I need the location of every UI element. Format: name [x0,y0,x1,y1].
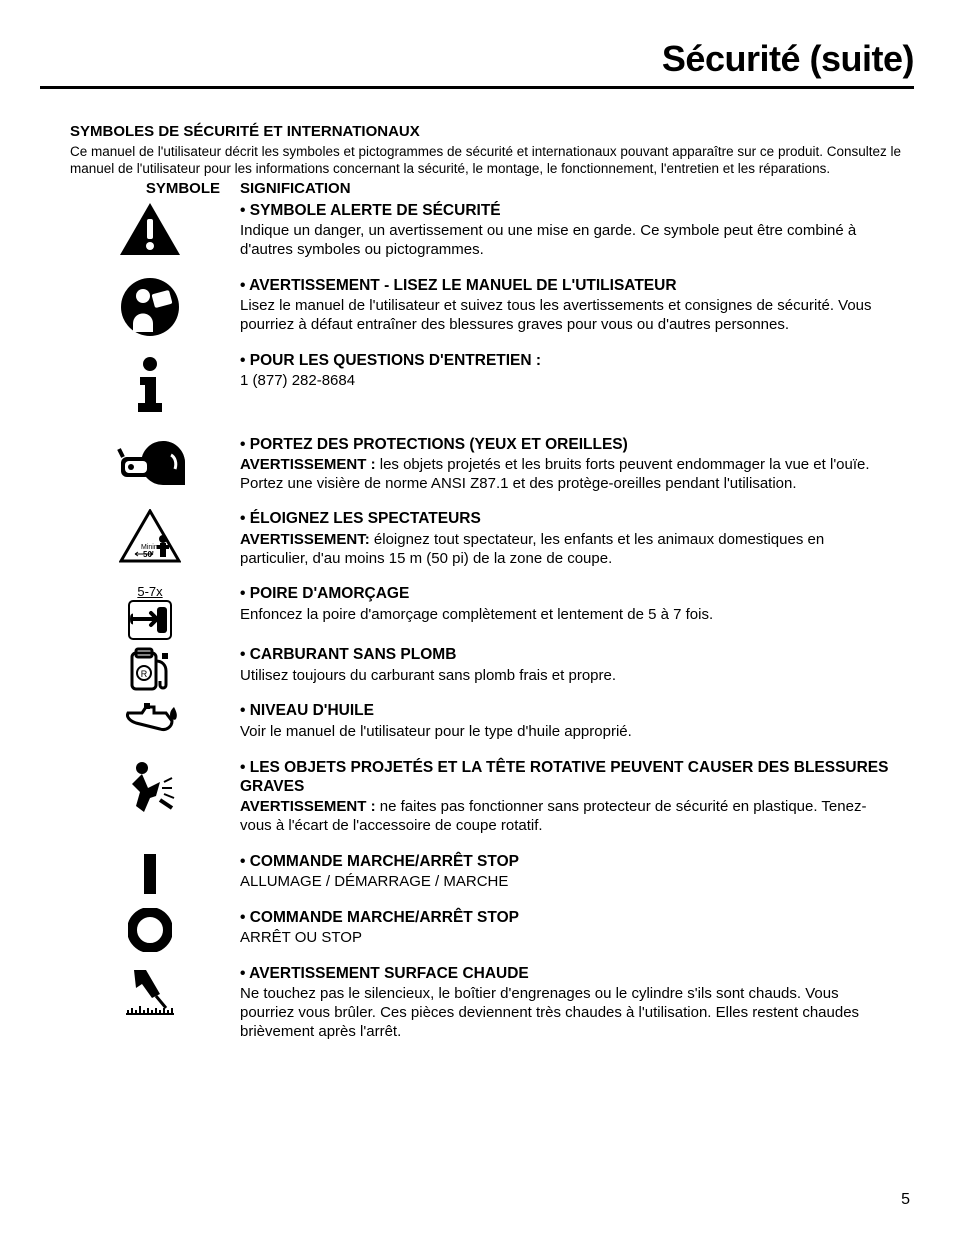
item-body: Indique un danger, un avertissement ou u… [240,222,894,260]
unleaded-fuel-icon: R [70,645,240,695]
item-body: AVERTISSEMENT : ne faites pas fonctionne… [240,798,894,836]
row-fuel: R • CARBURANT SANS PLOMB Utilisez toujou… [70,645,914,697]
section-heading: SYMBOLES DE SÉCURITÉ ET INTERNATIONAUX [70,123,914,140]
row-read-manual: • AVERTISSEMENT - LISEZ LE MANUEL DE L'U… [70,276,914,347]
row-text: • CARBURANT SANS PLOMB Utilisez toujours… [240,645,914,697]
row-switch-on: • COMMANDE MARCHE/ARRÊT STOP ALLUMAGE / … [70,852,914,904]
col-symbol-header: SYMBOLE [70,180,240,197]
col-signification-header: SIGNIFICATION [240,180,351,197]
row-text: • PORTEZ DES PROTECTIONS (YEUX ET OREILL… [240,435,914,506]
item-title: • AVERTISSEMENT SURFACE CHAUDE [240,964,894,983]
row-text: • POUR LES QUESTIONS D'ENTRETIEN : 1 (87… [240,351,914,403]
row-text: • LES OBJETS PROJETÉS ET LA TÊTE ROTATIV… [240,758,914,848]
item-body: 1 (877) 282-8684 [240,372,894,391]
item-title: • LES OBJETS PROJETÉS ET LA TÊTE ROTATIV… [240,758,894,797]
bystanders-away-icon: Minimum 50' [70,509,240,563]
item-title: • PORTEZ DES PROTECTIONS (YEUX ET OREILL… [240,435,894,454]
row-protection: • PORTEZ DES PROTECTIONS (YEUX ET OREILL… [70,435,914,506]
primer-label: 5-7x [137,584,162,599]
item-title: • COMMANDE MARCHE/ARRÊT STOP [240,908,894,927]
oil-level-icon [70,701,240,751]
item-title: • AVERTISSEMENT - LISEZ LE MANUEL DE L'U… [240,276,894,295]
intro-text: Ce manuel de l'utilisateur décrit les sy… [70,144,914,178]
item-title: • NIVEAU D'HUILE [240,701,894,720]
row-text: • ÉLOIGNEZ LES SPECTATEURS AVERTISSEMENT… [240,509,914,580]
page-number: 5 [901,1191,910,1209]
item-body: Utilisez toujours du carburant sans plom… [240,667,894,686]
item-title: • ÉLOIGNEZ LES SPECTATEURS [240,509,894,528]
item-body: Enfoncez la poire d'amorçage complètemen… [240,606,894,625]
thrown-objects-icon [70,758,240,814]
row-maintenance: • POUR LES QUESTIONS D'ENTRETIEN : 1 (87… [70,351,914,413]
row-hot-surface: • AVERTISSEMENT SURFACE CHAUDE Ne touche… [70,964,914,1054]
item-body: Voir le manuel de l'utilisateur pour le … [240,723,894,742]
row-safety-alert: • SYMBOLE ALERTE DE SÉCURITÉ Indique un … [70,201,914,272]
switch-off-icon [70,908,240,958]
info-icon [70,351,240,413]
row-switch-off: • COMMANDE MARCHE/ARRÊT STOP ARRÊT OU ST… [70,908,914,960]
item-body: Lisez le manuel de l'utilisateur et suiv… [240,297,894,335]
item-body: AVERTISSEMENT: éloignez tout spectateur,… [240,531,894,569]
switch-on-icon [70,852,240,902]
item-body: Ne touchez pas le silencieux, le boîtier… [240,985,894,1041]
row-thrown-objects: • LES OBJETS PROJETÉS ET LA TÊTE ROTATIV… [70,758,914,848]
warning-label: AVERTISSEMENT: [240,531,370,548]
row-text: • COMMANDE MARCHE/ARRÊT STOP ARRÊT OU ST… [240,908,914,960]
row-text: • AVERTISSEMENT - LISEZ LE MANUEL DE L'U… [240,276,914,347]
primer-bulb-icon: 5-7x [70,584,240,641]
eye-ear-protection-icon [70,435,240,493]
read-manual-icon [70,276,240,338]
row-text: • POIRE D'AMORÇAGE Enfoncez la poire d'a… [240,584,914,636]
safety-alert-icon [70,201,240,257]
item-title: • CARBURANT SANS PLOMB [240,645,894,664]
item-title: • POIRE D'AMORÇAGE [240,584,894,603]
item-title: • POUR LES QUESTIONS D'ENTRETIEN : [240,351,894,370]
svg-text:R: R [141,669,148,679]
item-body: ALLUMAGE / DÉMARRAGE / MARCHE [240,873,894,892]
row-text: • NIVEAU D'HUILE Voir le manuel de l'uti… [240,701,914,753]
warning-label: AVERTISSEMENT : [240,456,376,473]
row-text: • AVERTISSEMENT SURFACE CHAUDE Ne touche… [240,964,914,1054]
page-title: Sécurité (suite) [40,38,914,89]
row-text: • COMMANDE MARCHE/ARRÊT STOP ALLUMAGE / … [240,852,914,904]
row-oil: • NIVEAU D'HUILE Voir le manuel de l'uti… [70,701,914,753]
item-title: • COMMANDE MARCHE/ARRÊT STOP [240,852,894,871]
item-body: AVERTISSEMENT : les objets projetés et l… [240,456,894,494]
row-primer: 5-7x • POIRE D'AMORÇAGE Enfoncez la poir… [70,584,914,641]
page: Sécurité (suite) SYMBOLES DE SÉCURITÉ ET… [0,0,954,1235]
row-text: • SYMBOLE ALERTE DE SÉCURITÉ Indique un … [240,201,914,272]
row-bystanders: Minimum 50' • ÉLOIGNEZ LES SPECTATEURS A… [70,509,914,580]
item-body: ARRÊT OU STOP [240,929,894,948]
item-title: • SYMBOLE ALERTE DE SÉCURITÉ [240,201,894,220]
warning-label: AVERTISSEMENT : [240,798,376,815]
column-headers: SYMBOLE SIGNIFICATION [70,180,914,197]
hot-surface-icon [70,964,240,1020]
